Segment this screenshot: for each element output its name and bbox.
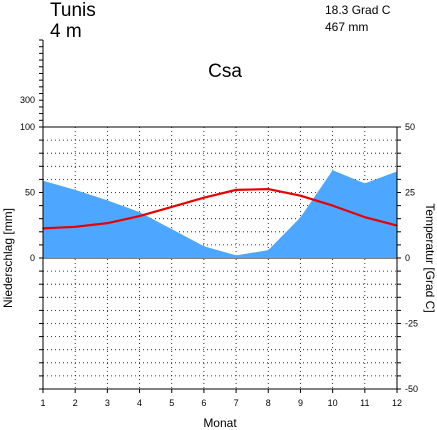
x-tick-label: 12 <box>392 398 402 408</box>
x-tick-label: 5 <box>169 398 174 408</box>
x-tick-label: 10 <box>328 398 338 408</box>
station-name: Tunis <box>50 0 96 21</box>
upper-scale-label: 300 <box>20 95 35 105</box>
x-tick-label: 2 <box>73 398 78 408</box>
annual-precipitation: 467 mm <box>325 20 368 34</box>
precipitation-point <box>235 254 237 256</box>
x-tick-label: 1 <box>40 398 45 408</box>
precipitation-point <box>203 245 205 247</box>
temperature-line <box>42 187 398 230</box>
precipitation-point <box>106 199 108 201</box>
precipitation-point <box>74 189 76 191</box>
precipitation-point <box>138 211 141 213</box>
temperature-point <box>299 194 302 197</box>
left-tick-label: 0 <box>30 253 35 263</box>
mean-temperature: 18.3 Grad C <box>325 3 391 17</box>
station-elevation: 4 m <box>50 21 82 42</box>
precipitation-area <box>43 170 397 258</box>
right-tick-label: -50 <box>405 384 418 394</box>
temperature-point <box>267 188 270 190</box>
upper-precip-scale: 300 <box>20 39 44 128</box>
precipitation-point <box>299 216 302 218</box>
climate-classification: Csa <box>208 61 242 82</box>
left-axis-title: Niederschlag [mm] <box>1 208 15 308</box>
x-tick-label: 9 <box>298 398 303 408</box>
right-tick-label: 50 <box>405 122 415 132</box>
x-axis-title: Monat <box>203 416 237 430</box>
right-tick-label: 25 <box>405 188 415 198</box>
x-tick-label: 3 <box>105 398 110 408</box>
x-tick-label: 6 <box>201 398 206 408</box>
precipitation-point <box>332 169 334 171</box>
left-tick-label: 100 <box>20 122 35 132</box>
temperature-point <box>203 196 205 199</box>
temperature-point <box>170 206 173 208</box>
temperature-point <box>364 216 366 218</box>
temperature-point <box>235 189 237 191</box>
precipitation-point <box>171 228 173 230</box>
temperature-point <box>74 226 76 228</box>
right-tick-label: -25 <box>405 319 418 329</box>
temperature-point <box>331 204 334 207</box>
x-tick-label: 7 <box>234 398 239 408</box>
x-tick-label: 8 <box>266 398 271 408</box>
precipitation-point <box>364 182 366 184</box>
x-tick-label: 4 <box>137 398 142 408</box>
right-tick-label: 0 <box>405 253 410 263</box>
right-axis-title: Temperatur [Grad C] <box>423 203 437 312</box>
x-tick-label: 11 <box>360 398 369 408</box>
temperature-point <box>106 222 109 224</box>
temperature-point <box>138 215 141 217</box>
left-tick-label: 50 <box>25 188 35 198</box>
precipitation-point <box>267 249 269 251</box>
